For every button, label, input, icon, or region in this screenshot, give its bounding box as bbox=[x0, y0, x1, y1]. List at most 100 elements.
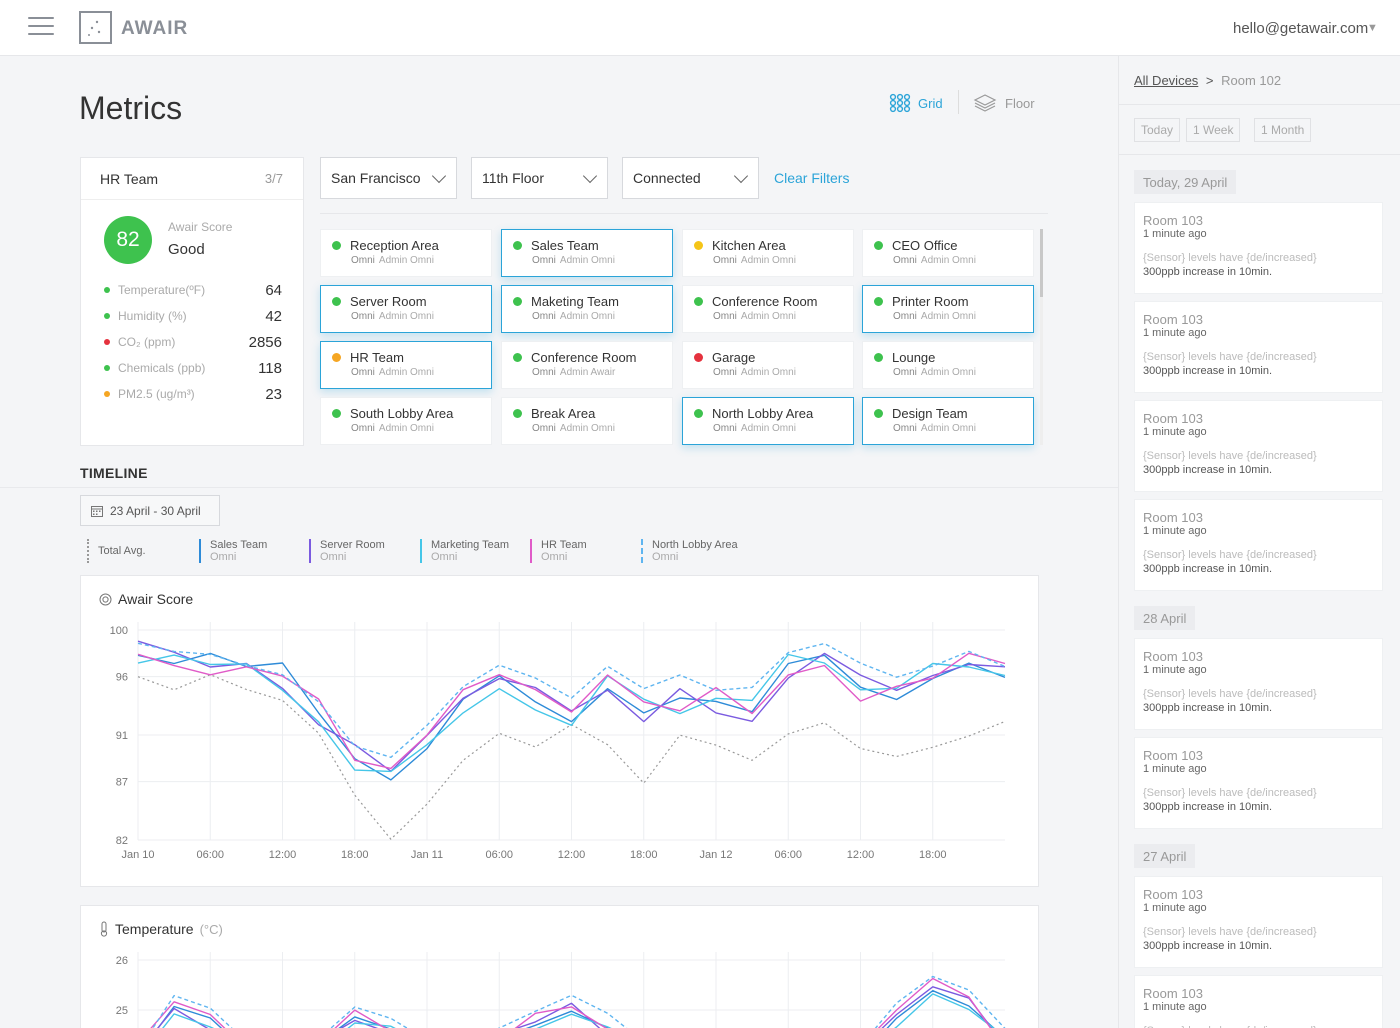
status-dot bbox=[332, 409, 341, 418]
room-device: Omni Admin Omni bbox=[893, 423, 1033, 434]
filter-divider bbox=[320, 213, 1048, 214]
temperature-chart: 26 25 bbox=[116, 952, 1006, 1028]
alert-detail: 300ppb increase in 10min. bbox=[1143, 801, 1273, 813]
range-week-button[interactable]: 1 Week bbox=[1186, 118, 1241, 142]
room-card[interactable]: Sales Team Omni Admin Omni bbox=[501, 229, 673, 277]
room-card[interactable]: Server Room Omni Admin Omni bbox=[320, 285, 492, 333]
alert-description: {Sensor} levels have {de/increased} bbox=[1143, 450, 1317, 462]
alert-room: Room 103 bbox=[1143, 411, 1203, 426]
room-grid-scroll-thumb[interactable] bbox=[1040, 229, 1043, 297]
device-type: Omni bbox=[893, 367, 917, 378]
device-type: Omni bbox=[893, 311, 917, 322]
room-name-row: North Lobby Area bbox=[694, 406, 853, 421]
clear-filters-link[interactable]: Clear Filters bbox=[774, 170, 850, 186]
legend-series-name: Marketing Team bbox=[431, 539, 510, 551]
legend-item[interactable]: Total Avg. bbox=[87, 539, 146, 563]
breadcrumb: All Devices > Room 102 bbox=[1134, 73, 1281, 88]
room-grid-scrollbar[interactable] bbox=[1040, 229, 1043, 445]
room-card[interactable]: South Lobby Area Omni Admin Omni bbox=[320, 397, 492, 445]
status-dot bbox=[513, 241, 522, 250]
status-dot bbox=[332, 297, 341, 306]
legend-item[interactable]: Server Room Omni bbox=[309, 539, 385, 563]
room-device: Omni Admin Omni bbox=[893, 367, 1033, 378]
temperature-chart-label: Temperature bbox=[115, 921, 194, 937]
legend-item[interactable]: North Lobby Area Omni bbox=[641, 539, 738, 563]
status-dot bbox=[694, 353, 703, 362]
room-card[interactable]: Reception Area Omni Admin Omni bbox=[320, 229, 492, 277]
status-filter-select[interactable]: Connected bbox=[622, 157, 759, 199]
date-range-picker[interactable]: 23 April - 30 April bbox=[80, 495, 220, 526]
room-card[interactable]: Garage Omni Admin Omni bbox=[682, 341, 854, 389]
room-card[interactable]: Design Team Omni Admin Omni bbox=[862, 397, 1034, 445]
y-tick-label: 96 bbox=[116, 672, 128, 684]
awair-score-chart-label: Awair Score bbox=[118, 591, 194, 607]
room-card[interactable]: Break Area Omni Admin Omni bbox=[501, 397, 673, 445]
room-card[interactable]: Conference Room Omni Admin Awair bbox=[501, 341, 673, 389]
device-owner: Admin Omni bbox=[920, 367, 976, 378]
x-tick-label: 18:00 bbox=[919, 849, 947, 861]
room-card[interactable]: North Lobby Area Omni Admin Omni bbox=[682, 397, 854, 445]
x-tick-label: 06:00 bbox=[196, 849, 224, 861]
room-device: Omni Admin Omni bbox=[713, 367, 853, 378]
room-device: Omni Admin Omni bbox=[351, 311, 491, 322]
breadcrumb-all-devices-link[interactable]: All Devices bbox=[1134, 73, 1199, 88]
user-email[interactable]: hello@getawair.com bbox=[1233, 20, 1369, 37]
panel-divider bbox=[1118, 154, 1400, 155]
room-card[interactable]: HR Team Omni Admin Omni bbox=[320, 341, 492, 389]
series-line-server-room bbox=[137, 640, 1006, 772]
series-line-sales-team bbox=[137, 652, 1006, 781]
room-name: Design Team bbox=[892, 406, 968, 421]
device-type: Omni bbox=[713, 367, 737, 378]
room-device: Omni Admin Omni bbox=[351, 367, 491, 378]
alert-room: Room 103 bbox=[1143, 649, 1203, 664]
floor-filter-select[interactable]: 11th Floor bbox=[471, 157, 608, 199]
legend-item[interactable]: HR Team Omni bbox=[530, 539, 587, 563]
legend-series-name: HR Team bbox=[541, 539, 587, 551]
room-card[interactable]: CEO Office Omni Admin Omni bbox=[862, 229, 1034, 277]
chevron-down-icon[interactable]: ▼ bbox=[1367, 22, 1378, 34]
room-device: Omni Admin Omni bbox=[351, 423, 491, 434]
timeline-divider bbox=[0, 487, 1118, 488]
metric-value: 23 bbox=[265, 385, 282, 403]
y-tick-label: 82 bbox=[116, 835, 128, 847]
alert-detail: 300ppb increase in 10min. bbox=[1143, 464, 1273, 476]
metric-row: CO₂ (ppm) 2856 bbox=[104, 333, 282, 351]
y-tick-label: 100 bbox=[110, 625, 128, 637]
team-count: 3/7 bbox=[264, 171, 283, 186]
device-owner: Admin Omni bbox=[740, 255, 796, 266]
range-month-button[interactable]: 1 Month bbox=[1254, 118, 1312, 142]
legend-series-name: Total Avg. bbox=[98, 545, 146, 557]
room-name-row: Break Area bbox=[513, 406, 672, 421]
room-card[interactable]: Kitchen Area Omni Admin Omni bbox=[682, 229, 854, 277]
room-card[interactable]: Printer Room Omni Admin Omni bbox=[862, 285, 1034, 333]
city-filter-select[interactable]: San Francisco bbox=[320, 157, 457, 199]
range-today-button[interactable]: Today bbox=[1134, 118, 1181, 142]
room-name-row: Conference Room bbox=[694, 294, 853, 309]
panel-divider bbox=[1118, 104, 1400, 105]
alert-date-group: 28 April bbox=[1134, 606, 1196, 630]
alert-room: Room 103 bbox=[1143, 510, 1203, 525]
floor-view-toggle[interactable]: Floor bbox=[973, 92, 1035, 114]
view-divider bbox=[958, 90, 959, 114]
alert-detail: 300ppb increase in 10min. bbox=[1143, 940, 1273, 952]
date-range-value: 23 April - 30 April bbox=[110, 503, 201, 518]
hamburger-menu-icon[interactable] bbox=[28, 17, 54, 37]
device-owner: Admin Omni bbox=[378, 311, 434, 322]
x-tick-label: 12:00 bbox=[269, 849, 297, 861]
grid-view-toggle[interactable]: Grid bbox=[889, 92, 943, 114]
city-filter-value: San Francisco bbox=[331, 170, 421, 186]
room-card[interactable]: Maketing Team Omni Admin Omni bbox=[501, 285, 673, 333]
legend-item[interactable]: Marketing Team Omni bbox=[420, 539, 509, 563]
room-card[interactable]: Lounge Omni Admin Omni bbox=[862, 341, 1034, 389]
room-card[interactable]: Conference Room Omni Admin Omni bbox=[682, 285, 854, 333]
room-name: Kitchen Area bbox=[712, 238, 786, 253]
legend-item[interactable]: Sales Team Omni bbox=[199, 539, 267, 563]
